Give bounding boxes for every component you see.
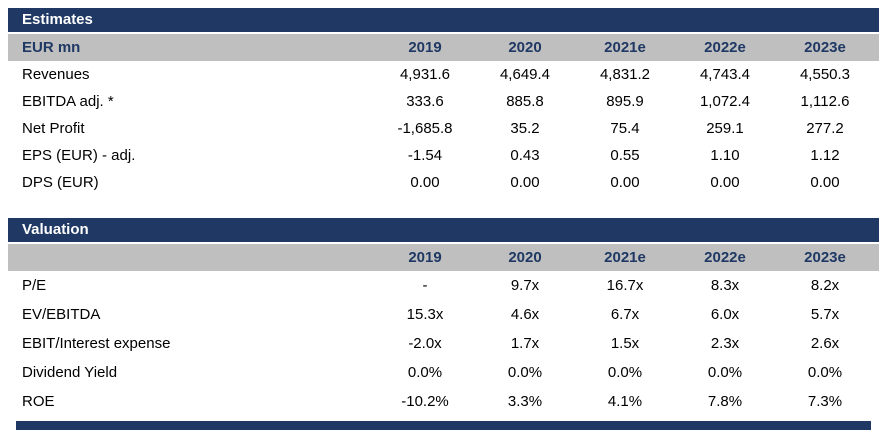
cell-value: 0.00 xyxy=(410,174,440,191)
cell-value: 1.5x xyxy=(610,335,640,352)
table-row: ROE -10.2% 3.3% 4.1% 7.8% 7.3% xyxy=(8,387,879,416)
cell-value: 6.7x xyxy=(610,306,640,323)
cell-value: 35.2 xyxy=(510,120,540,137)
cell-value: -2.0x xyxy=(408,335,442,352)
table-row: Dividend Yield 0.0% 0.0% 0.0% 0.0% 0.0% xyxy=(8,358,879,387)
cell-value: 1,112.6 xyxy=(800,93,850,110)
cell-value: 0.0% xyxy=(807,364,843,381)
row-label: ROE xyxy=(22,393,55,410)
row-label: EBIT/Interest expense xyxy=(22,335,171,352)
cell-value: 2.3x xyxy=(710,335,740,352)
table-estimates: Estimates EUR mn 2019 2020 2021e 2022e 2023e Re… xyxy=(8,8,879,196)
column-header-1: 2020 xyxy=(508,39,542,56)
section-title: Estimates xyxy=(22,11,93,28)
column-header-2: 2021e xyxy=(604,39,646,56)
column-header-0: 2019 xyxy=(408,39,442,56)
table-row: EBIT/Interest expense -2.0x 1.7x 1.5x 2.3x 2.… xyxy=(8,329,879,358)
table-row: EPS (EUR) - adj. -1.54 0.43 0.55 1.10 1.12 xyxy=(8,142,879,169)
column-header-3: 2022e xyxy=(704,249,746,266)
cell-value: 0.0% xyxy=(707,364,743,381)
cell-value: -10.2% xyxy=(401,393,449,410)
cell-value: 6.0x xyxy=(710,306,740,323)
cell-value: 15.3x xyxy=(406,306,444,323)
cell-value: 0.55 xyxy=(610,147,640,164)
column-header-2: 2021e xyxy=(604,249,646,266)
cell-value: 4.6x xyxy=(510,306,540,323)
cell-value: 4,550.3 xyxy=(799,66,851,83)
column-header-4: 2023e xyxy=(804,249,846,266)
cell-value: 895.9 xyxy=(606,93,644,110)
cell-value: 16.7x xyxy=(606,277,644,294)
cell-value: 0.00 xyxy=(710,174,740,191)
cell-value: 7.3% xyxy=(807,393,843,410)
cell-value: 0.43 xyxy=(510,147,540,164)
cell-value: 259.1 xyxy=(706,120,744,137)
cell-value: 4,831.2 xyxy=(599,66,651,83)
row-label: P/E xyxy=(22,277,47,294)
cell-value: 0.0% xyxy=(607,364,643,381)
cell-value: 9.7x xyxy=(510,277,540,294)
row-label: EPS (EUR) - adj. xyxy=(22,147,136,164)
cell-value: 1,072.4 xyxy=(699,93,751,110)
table-row: Net Profit -1,685.8 35.2 75.4 259.1 277.2 xyxy=(8,115,879,142)
cell-value: 0.0% xyxy=(407,364,443,381)
table-valuation: Valuation 2019 2020 2021e 2022e 2023e P/E - 9.7x… xyxy=(8,218,879,416)
section-header-bar: Valuation xyxy=(8,218,879,242)
cell-value: 4,649.4 xyxy=(499,66,551,83)
cell-value: -1,685.8 xyxy=(397,120,453,137)
table-bottom-rule xyxy=(16,421,871,430)
cell-value: 8.3x xyxy=(710,277,740,294)
column-header-4: 2023e xyxy=(804,39,846,56)
row-label: Revenues xyxy=(22,66,90,83)
section-header-bar: Estimates xyxy=(8,8,879,32)
cell-value: 0.00 xyxy=(510,174,540,191)
cell-value: 1.12 xyxy=(810,147,840,164)
cell-value: 3.3% xyxy=(507,393,543,410)
column-header-row: 2019 2020 2021e 2022e 2023e xyxy=(8,244,879,271)
cell-value: 8.2x xyxy=(810,277,840,294)
cell-value: 0.0% xyxy=(507,364,543,381)
column-header-row: EUR mn 2019 2020 2021e 2022e 2023e xyxy=(8,34,879,61)
cell-value: - xyxy=(422,277,428,294)
table-row: P/E - 9.7x 16.7x 8.3x 8.2x xyxy=(8,271,879,300)
unit-label: EUR mn xyxy=(22,39,81,56)
cell-value: 5.7x xyxy=(810,306,840,323)
cell-value: 4.1% xyxy=(607,393,643,410)
cell-value: 885.8 xyxy=(506,93,544,110)
cell-value: 1.10 xyxy=(710,147,740,164)
row-label: Net Profit xyxy=(22,120,85,137)
cell-value: 4,931.6 xyxy=(399,66,451,83)
table-row: EBITDA adj. * 333.6 885.8 895.9 1,072.4 1,112… xyxy=(8,88,879,115)
column-header-3: 2022e xyxy=(704,39,746,56)
cell-value: 0.00 xyxy=(610,174,640,191)
section-title: Valuation xyxy=(22,221,89,238)
table-row: Revenues 4,931.6 4,649.4 4,831.2 4,743.4 4,55… xyxy=(8,61,879,88)
column-header-0: 2019 xyxy=(408,249,442,266)
cell-value: 277.2 xyxy=(806,120,844,137)
row-label: EV/EBITDA xyxy=(22,306,101,323)
table-row: DPS (EUR) 0.00 0.00 0.00 0.00 0.00 xyxy=(8,169,879,196)
table-row: EV/EBITDA 15.3x 4.6x 6.7x 6.0x 5.7x xyxy=(8,300,879,329)
cell-value: -1.54 xyxy=(407,147,443,164)
row-label: DPS (EUR) xyxy=(22,174,99,191)
cell-value: 4,743.4 xyxy=(699,66,751,83)
cell-value: 333.6 xyxy=(406,93,444,110)
column-header-1: 2020 xyxy=(508,249,542,266)
cell-value: 0.00 xyxy=(810,174,840,191)
cell-value: 2.6x xyxy=(810,335,840,352)
row-label: EBITDA adj. * xyxy=(22,93,114,110)
cell-value: 7.8% xyxy=(707,393,743,410)
row-label: Dividend Yield xyxy=(22,364,118,381)
cell-value: 1.7x xyxy=(510,335,540,352)
cell-value: 75.4 xyxy=(610,120,640,137)
